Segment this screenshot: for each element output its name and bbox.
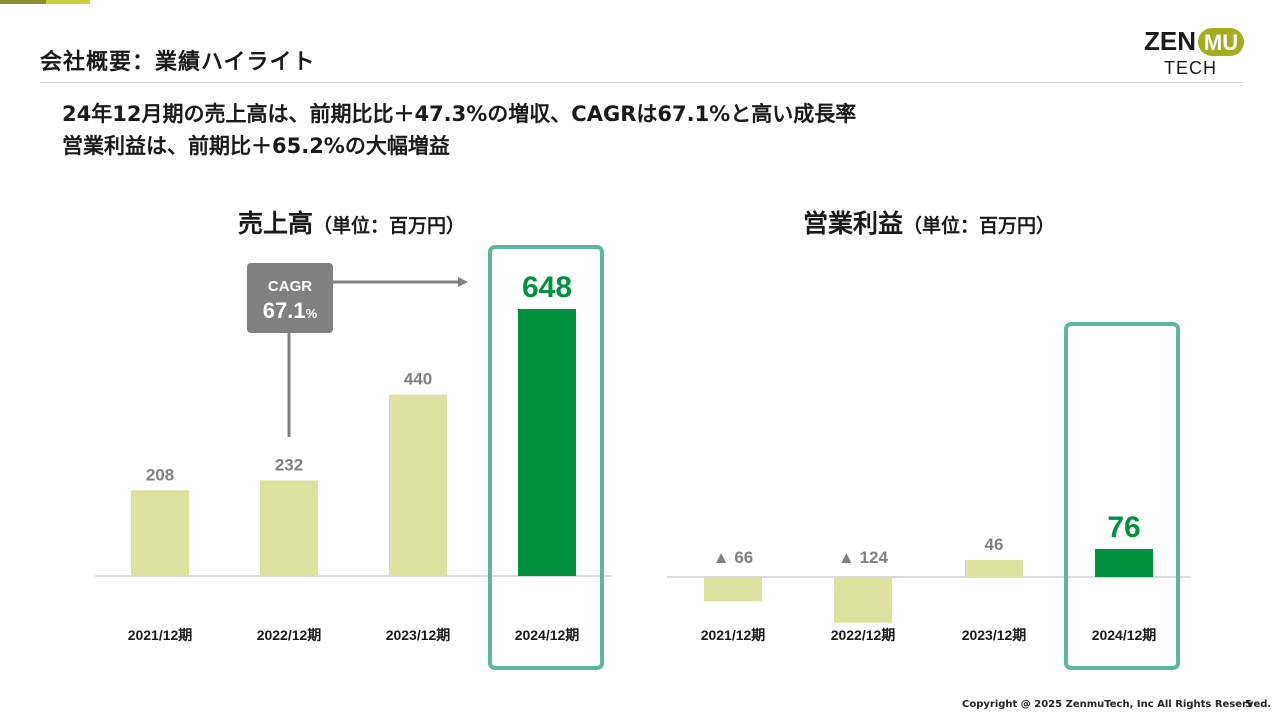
chart-1-value-label-3: 76	[1107, 511, 1140, 544]
copyright: Copyright @ 2025 ZenmuTech, Inc All Righ…	[962, 699, 1272, 710]
chart-1-value-label-0: ▲ 66	[713, 548, 753, 567]
chart-1-category-label-3: 2024/12期	[1092, 627, 1157, 643]
lead-summary: 24年12月期の売上高は、前期比比＋47.3%の増収、CAGRは67.1%と高い…	[62, 98, 856, 162]
chart-1-bar-2	[965, 560, 1023, 577]
profit-title: 営業利益	[803, 209, 904, 238]
chart-0-category-label-1: 2022/12期	[257, 627, 322, 643]
top-accent-dark	[0, 0, 46, 4]
chart-1-highlight-frame	[1064, 322, 1180, 670]
lead-line-1: 24年12月期の売上高は、前期比比＋47.3%の増収、CAGRは67.1%と高い…	[62, 102, 857, 126]
chart-0-value-label-2: 440	[404, 370, 432, 389]
chart-0-bar-2	[389, 394, 447, 576]
chart-0-value-label-3: 648	[522, 271, 572, 304]
chart-1-value-label-2: 46	[985, 535, 1004, 554]
revenue-title: 売上高	[238, 209, 314, 238]
chart-1-value-label-1: ▲ 124	[838, 548, 888, 567]
chart-1-category-label-0: 2021/12期	[701, 627, 766, 643]
top-accent-light	[46, 0, 90, 4]
logo-badge-text: MU	[1204, 30, 1238, 55]
chart-0-category-label-2: 2023/12期	[386, 627, 451, 643]
chart-0-category-label-3: 2024/12期	[515, 627, 580, 643]
chart-0-bar-1	[260, 480, 318, 576]
chart-0-value-label-1: 232	[275, 455, 303, 474]
logo-text-top: ZEN	[1144, 26, 1196, 56]
revenue-chart-title: 売上高（単位：百万円）	[238, 204, 465, 240]
chart-0-highlight-frame	[488, 245, 604, 670]
chart-0-value-label-0: 208	[146, 465, 174, 484]
profit-unit: （単位：百万円）	[903, 215, 1056, 237]
page-number: 5	[1245, 699, 1252, 710]
header-divider	[40, 82, 1243, 83]
cagr-value: 67.1%	[263, 298, 318, 323]
cagr-value-number: 67.1	[263, 298, 306, 323]
chart-1-bar-3	[1095, 549, 1153, 577]
chart-0-bar-3	[518, 309, 576, 576]
company-logo: ZEN MU TECH	[1144, 26, 1244, 78]
chart-1-bar-0	[704, 577, 762, 602]
chart-1-category-label-1: 2022/12期	[831, 627, 896, 643]
logo-badge	[1198, 28, 1244, 56]
cagr-value-suffix: %	[306, 306, 318, 321]
chart-0-bar-0	[131, 490, 189, 576]
chart-1-bar-1	[834, 577, 892, 623]
lead-line-2: 営業利益は、前期比＋65.2%の大幅増益	[62, 134, 450, 158]
chart-1-category-label-2: 2023/12期	[962, 627, 1027, 643]
cagr-box	[247, 263, 333, 333]
logo-text-bottom: TECH	[1164, 58, 1217, 78]
page-title: 会社概要：業績ハイライト	[40, 50, 316, 75]
chart-0-category-label-0: 2021/12期	[128, 627, 193, 643]
cagr-arrowhead	[458, 277, 468, 287]
profit-chart-title: 営業利益（単位：百万円）	[803, 204, 1055, 240]
revenue-unit: （単位：百万円）	[313, 215, 466, 237]
cagr-label: CAGR	[268, 278, 312, 295]
